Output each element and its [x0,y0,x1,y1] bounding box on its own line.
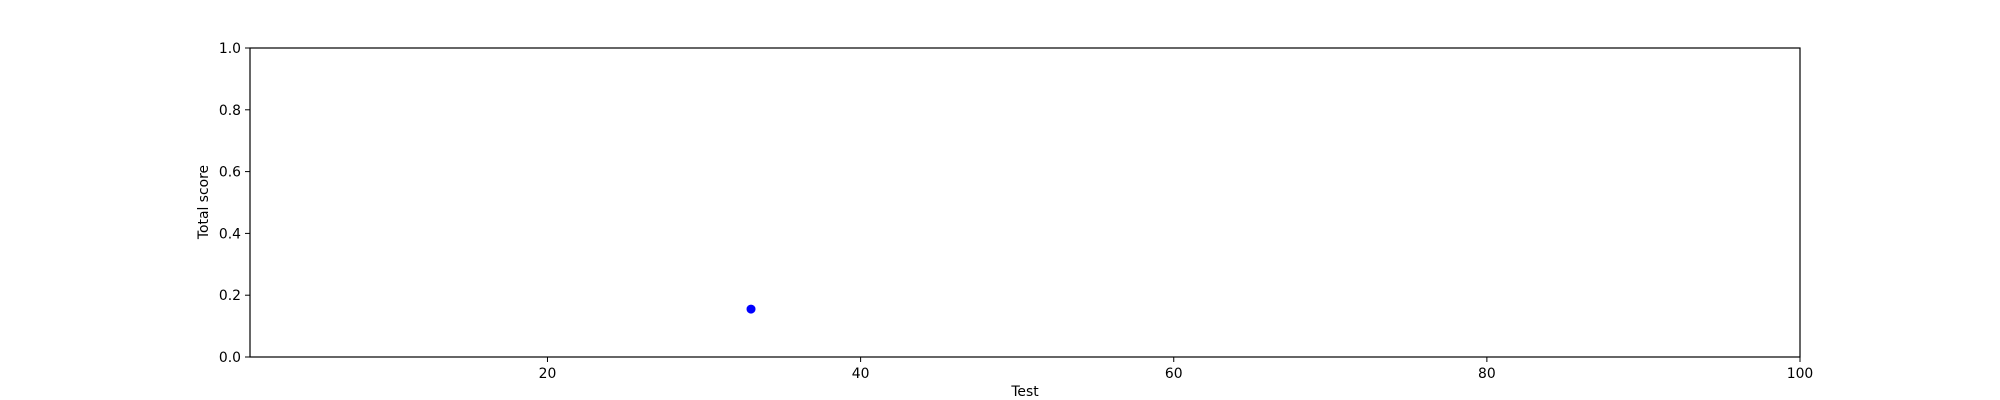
x-axis-label: Test [1010,384,1039,400]
data-points [746,304,756,314]
x-tick-label: 40 [852,366,870,382]
y-tick-label: 0.0 [219,350,241,366]
x-tick-label: 80 [1478,366,1496,382]
y-tick-label: 1.0 [219,41,241,57]
data-point [746,304,756,314]
x-tick-label: 60 [1165,366,1183,382]
y-tick-label: 0.6 [219,165,241,181]
y-tick-label: 0.8 [219,103,241,119]
y-axis-ticks: 0.0 0.2 0.4 0.6 0.8 1.0 [219,41,250,366]
x-tick-label: 20 [539,366,557,382]
x-axis-ticks: 20 40 60 80 100 [539,357,1814,382]
y-axis-label: Total score [196,165,212,240]
plot-frame [249,47,1801,358]
plot-area [250,48,1800,357]
x-tick-label: 100 [1787,366,1814,382]
y-tick-label: 0.4 [219,226,241,242]
y-tick-label: 0.2 [219,288,241,304]
